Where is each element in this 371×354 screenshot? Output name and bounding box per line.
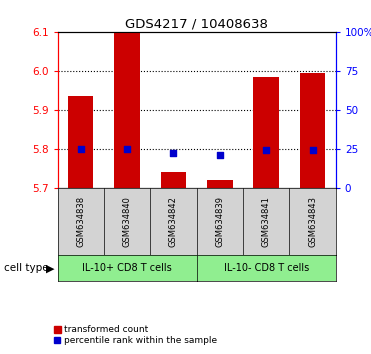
- Bar: [253, 76, 279, 188]
- Text: GSM634838: GSM634838: [76, 196, 85, 247]
- Point: [217, 152, 223, 158]
- Point: [124, 146, 130, 152]
- Point: [78, 146, 84, 152]
- Text: cell type: cell type: [4, 263, 48, 273]
- Text: IL-10- CD8 T cells: IL-10- CD8 T cells: [224, 263, 309, 273]
- Text: GSM634842: GSM634842: [169, 196, 178, 247]
- Bar: [68, 96, 93, 188]
- Bar: [114, 32, 140, 188]
- Text: ▶: ▶: [46, 263, 55, 273]
- Text: GSM634843: GSM634843: [308, 196, 317, 247]
- Title: GDS4217 / 10408638: GDS4217 / 10408638: [125, 18, 268, 31]
- Bar: [207, 180, 233, 188]
- Text: GSM634841: GSM634841: [262, 196, 271, 247]
- Legend: transformed count, percentile rank within the sample: transformed count, percentile rank withi…: [53, 324, 219, 346]
- Text: IL-10+ CD8 T cells: IL-10+ CD8 T cells: [82, 263, 172, 273]
- Text: GSM634840: GSM634840: [122, 196, 132, 247]
- Point: [171, 150, 177, 156]
- Text: GSM634839: GSM634839: [215, 196, 224, 247]
- Point: [309, 147, 315, 153]
- Point: [263, 147, 269, 153]
- Bar: [300, 73, 325, 188]
- Bar: [161, 172, 186, 188]
